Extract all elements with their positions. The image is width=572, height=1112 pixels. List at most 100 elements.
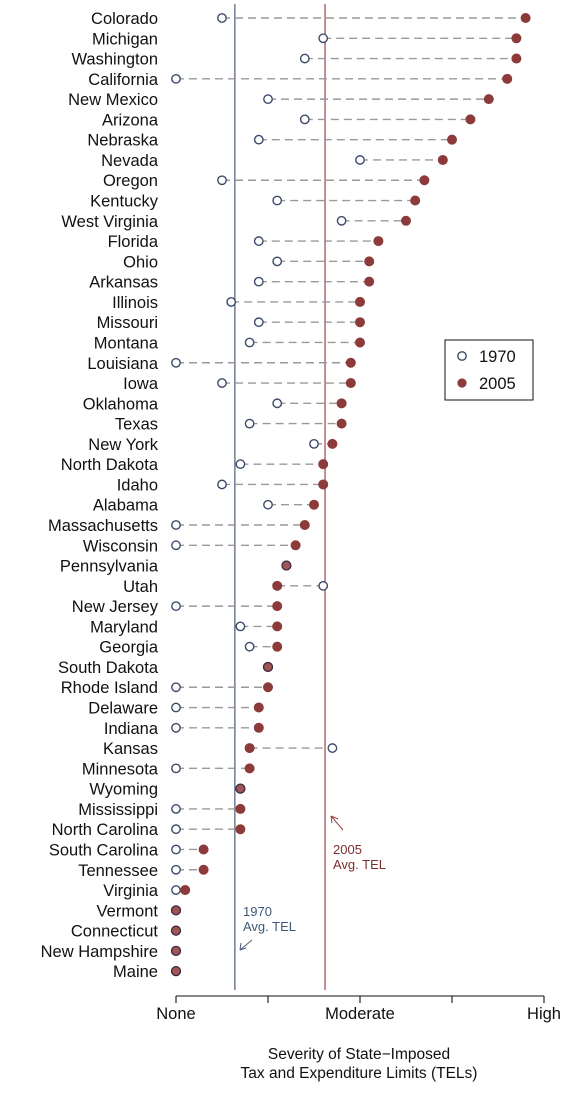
point-2005 [419, 175, 430, 186]
point-overlap-ring [170, 966, 182, 977]
state-label: Massachusetts [48, 517, 158, 535]
point-2005 [180, 885, 191, 896]
point-1970 [318, 580, 329, 591]
annotation-2005-arrowhead [330, 815, 339, 824]
point-1970 [299, 114, 310, 125]
point-1970 [336, 215, 347, 226]
state-label: Alabama [93, 497, 159, 515]
state-label: New York [88, 436, 158, 454]
point-1970 [272, 195, 283, 206]
point-2005 [253, 722, 264, 733]
point-1970 [253, 276, 264, 287]
point-2005 [272, 580, 283, 591]
state-label: North Dakota [61, 456, 159, 474]
point-1970 [244, 418, 255, 429]
point-2005 [327, 438, 338, 449]
point-1970 [171, 682, 181, 693]
state-label: Utah [123, 578, 158, 596]
state-label: Kansas [103, 740, 158, 758]
point-1970 [171, 357, 181, 368]
point-overlap-ring [262, 661, 274, 673]
point-overlap-ring [170, 945, 182, 956]
state-label: Indiana [104, 720, 159, 738]
point-2005 [354, 317, 365, 328]
state-label: Wisconsin [83, 537, 158, 555]
state-label: Nevada [101, 152, 159, 170]
point-overlap-ring [281, 560, 292, 571]
annotation-1970-line2: Avg. TEL [243, 919, 296, 934]
point-2005 [345, 378, 356, 389]
point-2005 [308, 499, 319, 510]
point-2005 [373, 236, 384, 247]
point-1970 [171, 702, 181, 713]
legend-box [444, 339, 534, 401]
state-label: Pennsylvania [60, 558, 159, 576]
point-2005 [336, 418, 347, 429]
point-1970 [355, 155, 365, 165]
point-2005 [354, 296, 365, 307]
x-tick-label: Moderate [325, 1005, 395, 1023]
point-1970 [253, 317, 264, 328]
x-tick-label: High [527, 1005, 561, 1023]
state-label: Rhode Island [61, 679, 158, 697]
point-1970 [299, 53, 310, 64]
data-points [170, 12, 531, 977]
state-label: Maine [113, 963, 158, 981]
point-2005 [272, 621, 283, 632]
point-1970 [171, 520, 181, 530]
point-2005 [345, 357, 356, 368]
state-label: Michigan [92, 30, 158, 48]
point-2005 [244, 763, 255, 774]
point-1970 [318, 33, 329, 44]
state-label: Texas [115, 416, 158, 434]
point-overlap-ring [170, 905, 182, 916]
state-label: Mississippi [78, 801, 158, 819]
point-overlap-ring [235, 783, 246, 794]
annotation-2005-arrow [330, 815, 344, 831]
legend: 1970 2005 [444, 339, 534, 401]
x-tick-label: None [156, 1005, 195, 1023]
point-1970 [171, 73, 181, 84]
point-1970 [171, 722, 181, 733]
state-label: Minnesota [82, 760, 159, 778]
state-label: South Dakota [58, 659, 159, 677]
state-label: Delaware [88, 700, 158, 718]
point-2005 [244, 743, 255, 754]
point-1970 [217, 175, 227, 186]
state-label: Tennessee [78, 862, 158, 880]
annotation-1970-line1: 1970 [243, 904, 272, 919]
point-2005 [483, 94, 494, 105]
state-label: Ohio [123, 253, 158, 271]
point-1970 [226, 297, 237, 307]
state-label: New Hampshire [41, 943, 158, 961]
point-1970 [327, 743, 338, 753]
point-1970 [217, 13, 227, 23]
point-1970 [217, 479, 227, 490]
connector-lines [176, 17, 526, 891]
state-label: New Mexico [68, 91, 158, 109]
point-1970 [272, 398, 283, 409]
state-label: Montana [94, 334, 159, 352]
state-label: South Carolina [49, 841, 159, 859]
state-label: Kentucky [90, 193, 159, 211]
point-1970 [171, 864, 181, 875]
point-1970 [235, 621, 246, 632]
point-2005 [253, 702, 264, 713]
point-2005 [336, 398, 347, 409]
state-label: Vermont [97, 902, 159, 920]
point-2005 [502, 73, 513, 84]
state-label: New Jersey [72, 598, 159, 616]
point-1970 [253, 134, 264, 145]
x-axis-title: Severity of State−Imposed [268, 1046, 450, 1063]
point-2005 [235, 803, 246, 814]
point-1970 [244, 641, 255, 652]
state-labels: Colorado Michigan Washington California New … [41, 10, 159, 981]
annotation-2005-line1: 2005 [333, 842, 362, 857]
point-1970 [171, 885, 181, 895]
point-2005 [437, 154, 448, 165]
point-2005 [299, 520, 310, 531]
legend-marker-2005 [457, 378, 467, 388]
state-label: Wyoming [89, 781, 158, 799]
x-axis: None Moderate High Severity of State−Impose… [156, 995, 561, 1082]
